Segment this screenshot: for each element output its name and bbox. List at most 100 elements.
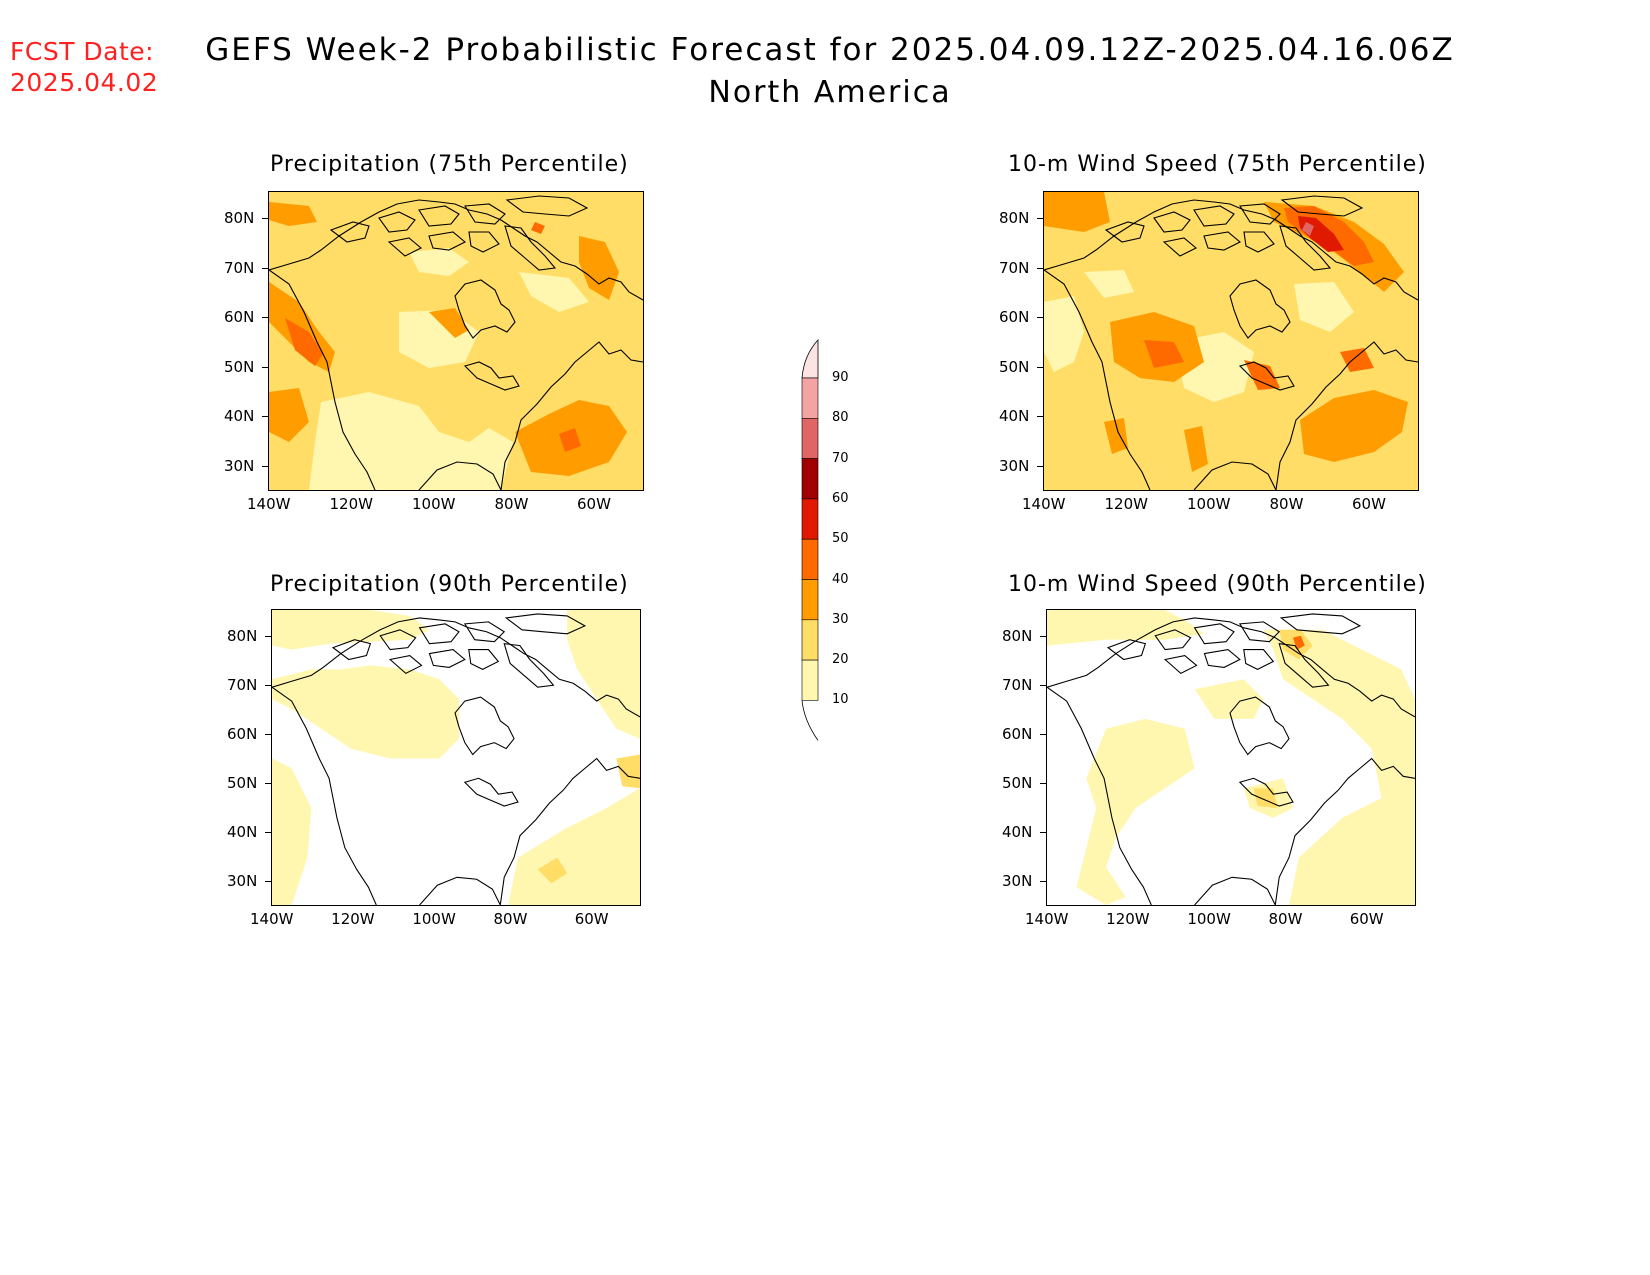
probability-contour-c10 — [1076, 718, 1195, 905]
lat-tick-label: 30N — [999, 456, 1030, 475]
lat-tick-label: 70N — [227, 676, 258, 694]
probability-contour-c10 — [1084, 270, 1134, 298]
lon-tick-label: 80W — [493, 910, 528, 928]
probability-contour-c10 — [1194, 679, 1264, 719]
lat-tick-mark — [262, 465, 268, 467]
lat-tick-label: 40N — [227, 823, 258, 841]
lat-tick-mark — [1040, 636, 1046, 637]
lat-tick-label: 80N — [1002, 627, 1033, 645]
legend-swatch — [801, 579, 819, 621]
lat-tick-label: 50N — [999, 357, 1030, 376]
probability-contour-c40 — [285, 318, 323, 366]
coastline-outline — [1044, 199, 1418, 490]
lat-tick-label: 50N — [224, 357, 255, 376]
lat-tick-mark — [1040, 832, 1046, 833]
panel-title-precip-90: Precipitation (90th Percentile) — [270, 572, 629, 597]
lat-tick-label: 30N — [1002, 872, 1033, 890]
map-canvas — [272, 610, 640, 905]
lon-tick-label: 80W — [1268, 910, 1303, 928]
lat-tick-mark — [265, 783, 271, 784]
panel-title-wind-90: 10-m Wind Speed (90th Percentile) — [1008, 572, 1427, 597]
lat-tick-label: 30N — [227, 872, 258, 890]
great-lakes-outline — [463, 361, 520, 391]
lat-tick-mark — [1037, 317, 1043, 318]
probability-contour-c10 — [272, 665, 459, 759]
map-wind-75 — [1043, 191, 1419, 491]
probability-contour-c40 — [531, 222, 545, 234]
lat-tick-mark — [265, 832, 271, 833]
hudson-bay-outline — [1229, 279, 1291, 339]
lat-tick-mark — [262, 416, 268, 417]
probability-contour-c30 — [1300, 390, 1408, 462]
lat-tick-mark — [1037, 465, 1043, 467]
probability-contour-c30 — [269, 388, 309, 442]
arctic-islands-outline — [329, 195, 589, 271]
lat-tick-mark — [262, 267, 268, 269]
lat-tick-label: 40N — [224, 407, 255, 425]
probability-contour-c30 — [1184, 426, 1208, 472]
lat-tick-label: 50N — [1002, 774, 1033, 792]
probability-contour-c20 — [616, 754, 640, 789]
legend-label: 50 — [832, 531, 849, 547]
hudson-bay-outline — [454, 279, 516, 339]
probability-contour-c10 — [409, 248, 469, 276]
lat-tick-mark — [262, 317, 268, 318]
lat-tick-mark — [1037, 218, 1043, 219]
legend-label: 10 — [832, 692, 849, 708]
arctic-islands-outline — [331, 613, 587, 688]
legend-swatch — [801, 418, 819, 459]
panel-title-wind-75: 10-m Wind Speed (75th Percentile) — [1008, 152, 1427, 177]
lon-tick-label: 120W — [1106, 910, 1150, 928]
lon-tick-label: 100W — [412, 495, 456, 513]
probability-contour-c20 — [537, 857, 568, 884]
lat-tick-mark — [1040, 783, 1046, 784]
lat-tick-mark — [1037, 416, 1043, 417]
lat-tick-label: 40N — [1002, 823, 1033, 841]
probability-contour-c30 — [1104, 418, 1128, 454]
lat-tick-label: 70N — [999, 258, 1030, 277]
legend-top-cap — [801, 338, 819, 379]
color-legend: 90 80 70 60 50 40 30 20 10 — [800, 330, 880, 750]
lat-tick-label: 70N — [1002, 676, 1033, 694]
legend-label: 20 — [832, 652, 849, 668]
lat-tick-label: 40N — [999, 407, 1030, 425]
legend-label: 40 — [832, 571, 849, 587]
lon-tick-label: 120W — [329, 495, 373, 513]
probability-contour-c40 — [1244, 360, 1280, 390]
lat-tick-mark — [262, 366, 268, 368]
probability-contour-c40 — [1340, 348, 1374, 372]
probability-contour-c10 — [1263, 629, 1415, 905]
page-subtitle: North America — [708, 75, 952, 110]
probability-contour-c30 — [269, 202, 317, 226]
probability-contour-c40 — [1144, 340, 1184, 368]
map-canvas — [1047, 610, 1415, 905]
legend-swatch — [801, 538, 819, 580]
great-lakes-outline — [1238, 361, 1295, 391]
probability-contour-c70 — [1302, 222, 1314, 236]
lon-tick-label: 140W — [250, 910, 294, 928]
lat-tick-label: 80N — [999, 209, 1030, 227]
coastline-outline — [272, 617, 640, 905]
lat-tick-mark — [265, 881, 271, 882]
coastline-outline — [269, 199, 643, 490]
lat-tick-label: 60N — [227, 725, 258, 743]
map-precip-75 — [268, 191, 644, 491]
probability-contour-c10 — [272, 758, 312, 905]
probability-contour-c30 — [429, 308, 469, 338]
lat-tick-mark — [265, 685, 271, 686]
probability-contour-c40 — [559, 428, 581, 452]
lon-tick-label: 60W — [577, 495, 611, 513]
probability-contour-c10 — [567, 610, 640, 739]
lat-tick-mark — [1040, 685, 1046, 686]
legend-swatch — [801, 619, 819, 661]
lat-tick-label: 60N — [1002, 725, 1033, 743]
lat-tick-mark — [265, 636, 271, 637]
legend-bottom-cap — [801, 700, 819, 741]
lon-tick-label: 60W — [1349, 910, 1384, 928]
page-title: GEFS Week-2 Probabilistic Forecast for 2… — [205, 32, 1455, 68]
legend-swatch — [801, 458, 819, 500]
lat-tick-mark — [262, 218, 268, 219]
great-lakes-outline — [1238, 777, 1294, 807]
lat-tick-mark — [1037, 267, 1043, 269]
lon-tick-label: 120W — [1104, 495, 1148, 513]
